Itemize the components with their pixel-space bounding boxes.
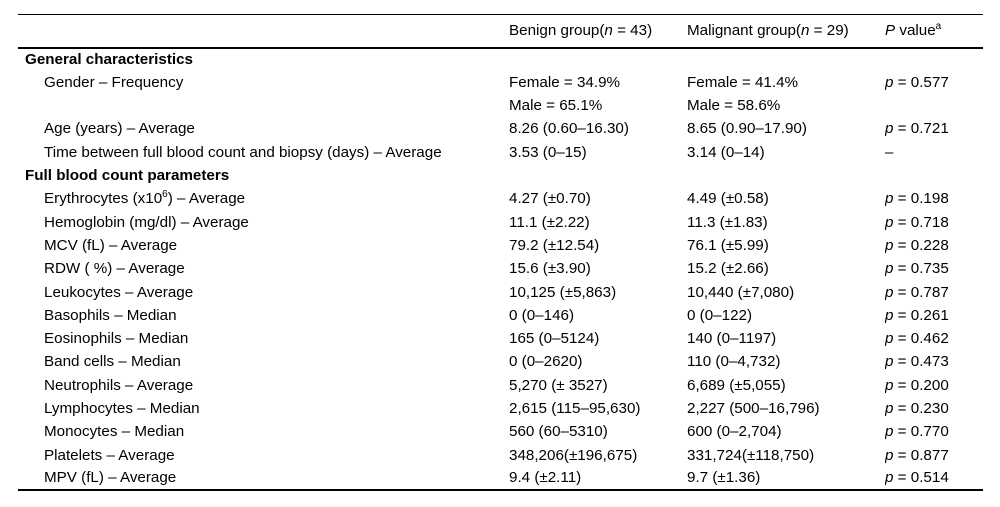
malignant-value-cell: 600 (0–2,704) <box>687 423 782 441</box>
p-value-cell: p = 0.718 <box>885 213 949 231</box>
p-value-cell: p = 0.735 <box>885 260 949 278</box>
benign-value-cell: Male = 65.1% <box>509 97 603 115</box>
p-value-cell: – <box>885 143 894 161</box>
malignant-value-cell: 2,227 (500–16,796) <box>687 400 820 417</box>
table-row: Lymphocytes – Median 2,615 (115–95,630) … <box>18 397 983 420</box>
table-row: Age (years) – Average 8.26 (0.60–16.30) … <box>18 117 983 140</box>
row-label-cell: Erythrocytes (x106) – Average <box>44 189 246 208</box>
malignant-value-cell: 3.14 (0–14) <box>687 143 765 161</box>
table-header-row: Benign group(n = 43) Malignant group(n =… <box>18 15 983 48</box>
row-label-cell: Band cells – Median <box>44 353 181 371</box>
table-row: Erythrocytes (x106) – Average 4.27 (±0.7… <box>18 187 983 210</box>
section-header-row: General characteristics <box>18 48 983 71</box>
row-label-cell: Leukocytes – Average <box>44 283 194 301</box>
benign-value-cell: 4.27 (±0.70) <box>509 190 591 208</box>
section-header-row: Full blood count parameters <box>18 164 983 187</box>
row-label-cell: Neutrophils – Average <box>44 376 194 394</box>
column-header-p-value: P valuea <box>885 21 942 40</box>
row-label-cell: MPV (fL) – Average <box>44 469 177 487</box>
row-label-cell: Gender – Frequency <box>44 73 184 91</box>
benign-value-cell: 11.1 (±2.22) <box>509 213 590 231</box>
benign-value-cell: Female = 34.9% <box>509 73 621 91</box>
p-value-cell <box>885 94 983 117</box>
benign-value-cell: 348,206(±196,675) <box>509 446 638 464</box>
p-value-cell: p = 0.514 <box>885 469 949 487</box>
benign-value-cell: 3.53 (0–15) <box>509 143 587 161</box>
malignant-value-cell: 331,724(±118,750) <box>687 446 815 464</box>
column-header-benign-group: Benign group(n = 43) <box>509 22 653 40</box>
table-row: Eosinophils – Median 165 (0–5124) 140 (0… <box>18 327 983 350</box>
malignant-value-cell: 4.49 (±0.58) <box>687 190 769 208</box>
p-value-cell: p = 0.261 <box>885 306 949 324</box>
benign-value-cell: 15.6 (±3.90) <box>509 260 591 278</box>
malignant-value-cell: 6,689 (±5,055) <box>687 376 786 394</box>
p-value-cell: p = 0.462 <box>885 330 949 348</box>
row-label-cell: Eosinophils – Median <box>44 330 189 348</box>
table-row: Basophils – Median 0 (0–146) 0 (0–122) p… <box>18 304 983 327</box>
p-value-cell: p = 0.770 <box>885 423 949 441</box>
benign-value-cell: 2,615 (115–95,630) <box>509 400 641 417</box>
table-row: Platelets – Average 348,206(±196,675) 33… <box>18 444 983 467</box>
table-row: MCV (fL) – Average 79.2 (±12.54) 76.1 (±… <box>18 234 983 257</box>
p-value-cell: p = 0.877 <box>885 446 949 464</box>
table-body: General characteristics Gender – Frequen… <box>18 48 983 491</box>
row-label-cell <box>18 94 509 117</box>
table-row: Neutrophils – Average 5,270 (± 3527) 6,6… <box>18 374 983 397</box>
p-value-cell: p = 0.577 <box>885 73 949 91</box>
row-label-cell: Monocytes – Median <box>44 423 185 441</box>
row-label-cell: Age (years) – Average <box>44 120 195 138</box>
p-value-cell: p = 0.787 <box>885 283 949 301</box>
table-row: MPV (fL) – Average 9.4 (±2.11) 9.7 (±1.3… <box>18 467 983 490</box>
benign-value-cell: 5,270 (± 3527) <box>509 376 608 394</box>
benign-value-cell: 165 (0–5124) <box>509 330 600 348</box>
column-header-malignant-group: Malignant group(n = 29) <box>687 22 849 40</box>
row-label-cell: Lymphocytes – Median <box>44 400 200 417</box>
malignant-value-cell: Male = 58.6% <box>687 97 781 115</box>
table-row: Male = 65.1% Male = 58.6% <box>18 94 983 117</box>
p-value-cell: p = 0.200 <box>885 376 949 394</box>
table-row: RDW ( %) – Average 15.6 (±3.90) 15.2 (±2… <box>18 257 983 280</box>
p-value-cell: p = 0.228 <box>885 236 949 254</box>
p-value-cell: p = 0.721 <box>885 120 949 138</box>
p-value-cell: p = 0.473 <box>885 353 949 371</box>
benign-value-cell: 8.26 (0.60–16.30) <box>509 120 629 138</box>
table-row: Leukocytes – Average 10,125 (±5,863) 10,… <box>18 280 983 303</box>
malignant-value-cell: 9.7 (±1.36) <box>687 469 761 487</box>
row-label-cell: Basophils – Median <box>44 306 177 324</box>
malignant-value-cell: 10,440 (±7,080) <box>687 283 795 301</box>
row-label-cell: MCV (fL) – Average <box>44 236 178 254</box>
malignant-value-cell: 11.3 (±1.83) <box>687 213 768 231</box>
row-label-cell: Platelets – Average <box>44 446 175 464</box>
malignant-value-cell: 76.1 (±5.99) <box>687 236 769 254</box>
row-label-cell: RDW ( %) – Average <box>44 260 185 278</box>
row-label-cell: Hemoglobin (mg/dl) – Average <box>44 213 249 231</box>
table-row: Hemoglobin (mg/dl) – Average 11.1 (±2.22… <box>18 211 983 234</box>
table-row: Time between full blood count and biopsy… <box>18 141 983 164</box>
benign-value-cell: 0 (0–146) <box>509 306 575 324</box>
malignant-value-cell: 0 (0–122) <box>687 306 753 324</box>
column-header-parameter <box>18 15 509 48</box>
table-row: Gender – Frequency Female = 34.9% Female… <box>18 71 983 94</box>
results-table: Benign group(n = 43) Malignant group(n =… <box>18 14 983 492</box>
malignant-value-cell: 140 (0–1197) <box>687 330 777 348</box>
section-title: General characteristics <box>25 51 194 69</box>
malignant-value-cell: Female = 41.4% <box>687 73 799 91</box>
benign-value-cell: 560 (60–5310) <box>509 423 608 441</box>
section-title: Full blood count parameters <box>25 167 230 185</box>
malignant-value-cell: 15.2 (±2.66) <box>687 260 769 278</box>
row-label-cell: Time between full blood count and biopsy… <box>44 143 442 161</box>
benign-value-cell: 9.4 (±2.11) <box>509 469 582 487</box>
table-row: Band cells – Median 0 (0–2620) 110 (0–4,… <box>18 350 983 373</box>
malignant-value-cell: 110 (0–4,732) <box>687 353 781 371</box>
malignant-value-cell: 8.65 (0.90–17.90) <box>687 120 807 138</box>
benign-value-cell: 0 (0–2620) <box>509 353 583 371</box>
table-row: Monocytes – Median 560 (60–5310) 600 (0–… <box>18 420 983 443</box>
p-value-cell: p = 0.198 <box>885 190 949 208</box>
p-value-cell: p = 0.230 <box>885 400 949 417</box>
benign-value-cell: 10,125 (±5,863) <box>509 283 617 301</box>
benign-value-cell: 79.2 (±12.54) <box>509 236 600 254</box>
